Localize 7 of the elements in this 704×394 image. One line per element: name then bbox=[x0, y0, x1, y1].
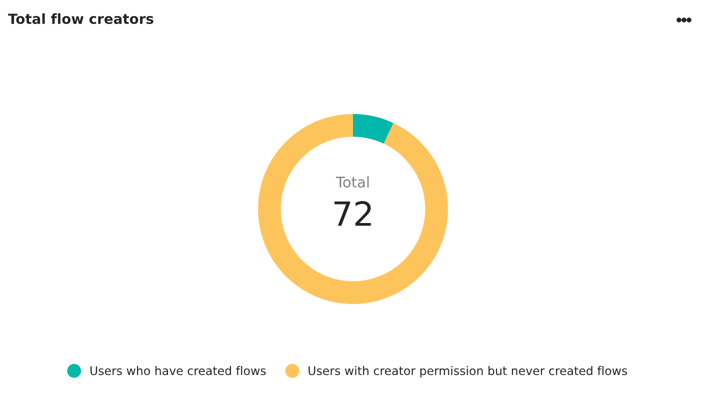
legend-label: Users who have created flows bbox=[90, 366, 266, 376]
donut-slice bbox=[258, 114, 448, 304]
legend-label: Users with creator permission but never created flows bbox=[308, 366, 628, 378]
chart-title: Total flow creators bbox=[8, 13, 154, 24]
text: Total bbox=[336, 176, 369, 188]
text: 72 bbox=[334, 201, 371, 226]
donut-slice bbox=[353, 114, 394, 144]
